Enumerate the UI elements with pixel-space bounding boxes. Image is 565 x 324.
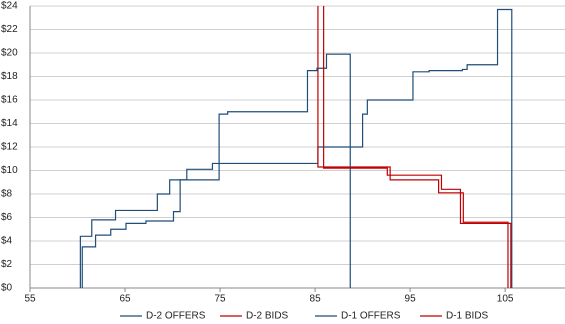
y-tick-label: $22 [1, 24, 18, 35]
x-tick-label: 95 [405, 294, 417, 305]
x-tick-label: 85 [310, 294, 322, 305]
y-tick-label: $18 [1, 71, 18, 82]
x-tick-label: 55 [24, 294, 36, 305]
y-tick-label: $2 [1, 259, 13, 270]
legend-label: D-1 BIDS [446, 311, 489, 322]
y-tick-label: $0 [1, 283, 13, 294]
legend-label: D-2 BIDS [246, 311, 289, 322]
x-tick-label: 75 [214, 294, 226, 305]
step-line [317, 6, 509, 288]
y-tick-label: $6 [1, 212, 13, 223]
y-tick-label: $10 [1, 165, 18, 176]
y-tick-label: $14 [1, 118, 18, 129]
x-tick-label: 65 [119, 294, 131, 305]
y-tick-label: $12 [1, 142, 18, 153]
legend-label: D-2 OFFERS [146, 311, 206, 322]
legend-label: D-1 OFFERS [341, 311, 401, 322]
y-tick-label: $24 [1, 1, 18, 12]
x-tick-label: 105 [497, 294, 514, 305]
y-tick-label: $4 [1, 236, 13, 247]
y-tick-label: $16 [1, 95, 18, 106]
step-line [81, 53, 351, 288]
step-line [79, 8, 513, 288]
step-line [323, 6, 512, 288]
y-tick-label: $20 [1, 48, 18, 59]
y-tick-label: $8 [1, 189, 13, 200]
